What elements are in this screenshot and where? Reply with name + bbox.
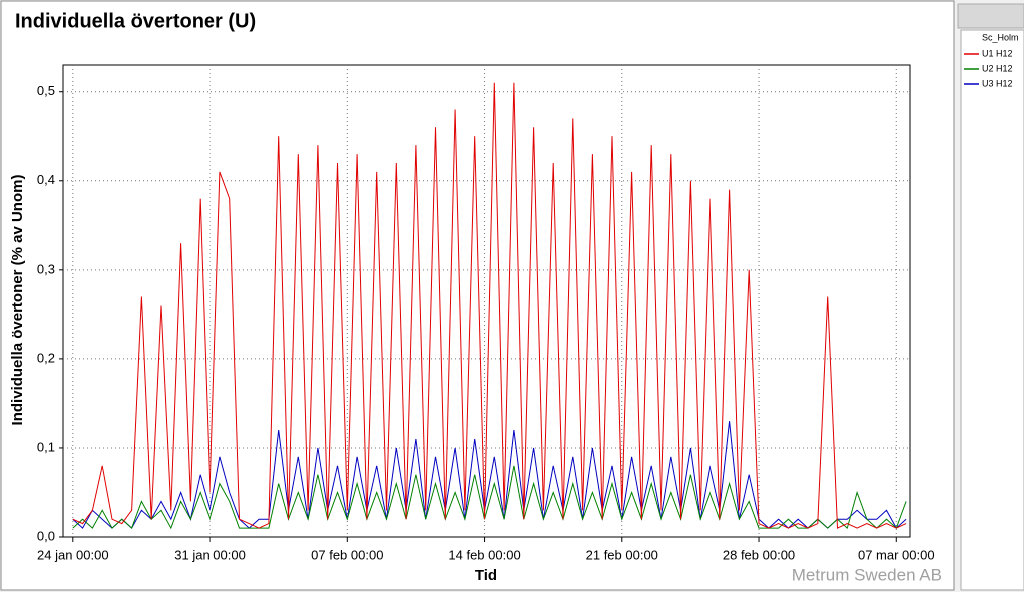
x-axis-title: Tid bbox=[475, 567, 497, 584]
x-tick-label: 31 jan 00:00 bbox=[174, 547, 246, 562]
x-tick-label: 24 jan 00:00 bbox=[37, 547, 109, 562]
x-tick-label: 28 feb 00:00 bbox=[723, 547, 795, 562]
x-tick-label: 14 feb 00:00 bbox=[448, 547, 520, 562]
legend-title: Sc_Holm bbox=[982, 32, 1019, 42]
legend-label: U3 H12 bbox=[982, 78, 1013, 88]
series-line bbox=[72, 82, 907, 529]
y-tick-label: 0,4 bbox=[37, 172, 55, 187]
y-tick-label: 0,0 bbox=[37, 528, 55, 543]
y-tick-label: 0,3 bbox=[37, 261, 55, 276]
legend-panel bbox=[960, 29, 1024, 591]
x-tick-label: 21 feb 00:00 bbox=[586, 547, 658, 562]
y-axis-title: Individuella övertoner (% av Unom) bbox=[9, 175, 26, 426]
x-tick-label: 07 feb 00:00 bbox=[311, 547, 383, 562]
x-tick-label: 07 mar 00:00 bbox=[858, 547, 935, 562]
y-tick-label: 0,5 bbox=[37, 83, 55, 98]
legend-label: U1 H12 bbox=[982, 48, 1013, 58]
chart-title: Individuella övertoner (U) bbox=[15, 10, 256, 32]
watermark: Metrum Sweden AB bbox=[792, 565, 942, 584]
series-line bbox=[72, 465, 907, 530]
y-tick-label: 0,1 bbox=[37, 439, 55, 454]
chart-panel bbox=[0, 0, 955, 591]
legend-label: U2 H12 bbox=[982, 63, 1013, 73]
y-tick-label: 0,2 bbox=[37, 350, 55, 365]
series-line bbox=[72, 421, 907, 529]
plot-frame bbox=[62, 64, 911, 538]
legend-header-bar bbox=[957, 3, 1024, 29]
